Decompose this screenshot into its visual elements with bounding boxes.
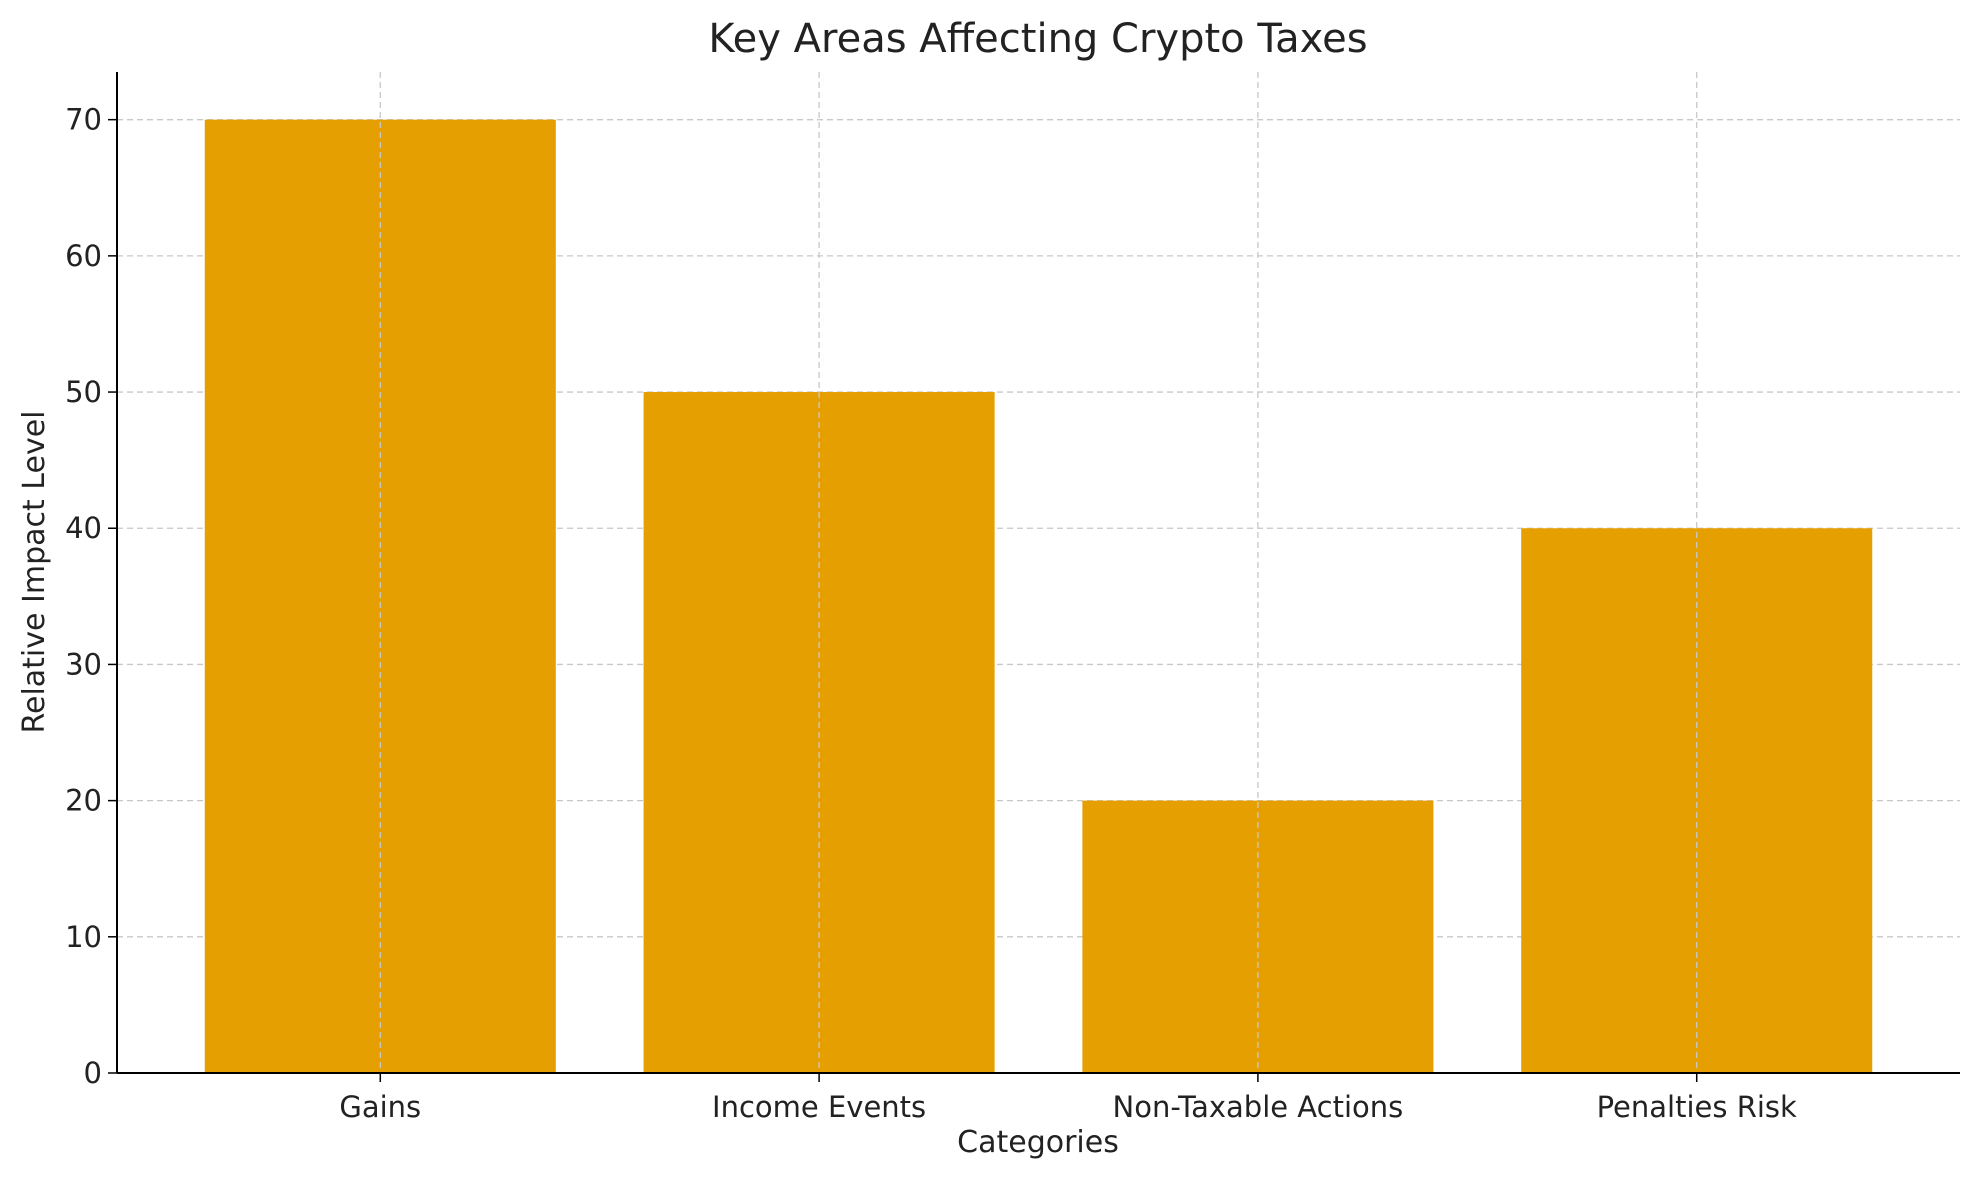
bars [204,119,1873,1073]
y-tick-labels: 0 10 20 30 40 50 60 70 [65,103,102,1090]
y-tick-label: 10 [65,920,102,954]
chart-title: Key Areas Affecting Crypto Taxes [708,16,1367,62]
x-tick-label: Penalties Risk [1597,1090,1797,1124]
bar-penalties-risk [1521,528,1873,1073]
y-tick-label: 20 [65,784,102,818]
x-axis-label: Categories [957,1125,1119,1160]
y-tick-label: 50 [65,375,102,409]
x-tick-labels: Gains Income Events Non-Taxable Actions Pen… [339,1090,1797,1124]
y-tick-label: 40 [65,511,102,545]
y-tick-label: 70 [65,103,102,137]
x-tick-label: Income Events [712,1090,926,1124]
vertical-grid-lines [379,72,1698,1073]
y-tick-label: 30 [65,647,102,681]
x-tick-label: Non-Taxable Actions [1113,1090,1404,1124]
y-tick-label: 60 [65,239,102,273]
y-axis-label: Relative Impact Level [17,411,52,734]
y-tick-label: 0 [84,1056,102,1090]
x-tick-label: Gains [339,1090,421,1124]
axes [108,72,1960,1082]
